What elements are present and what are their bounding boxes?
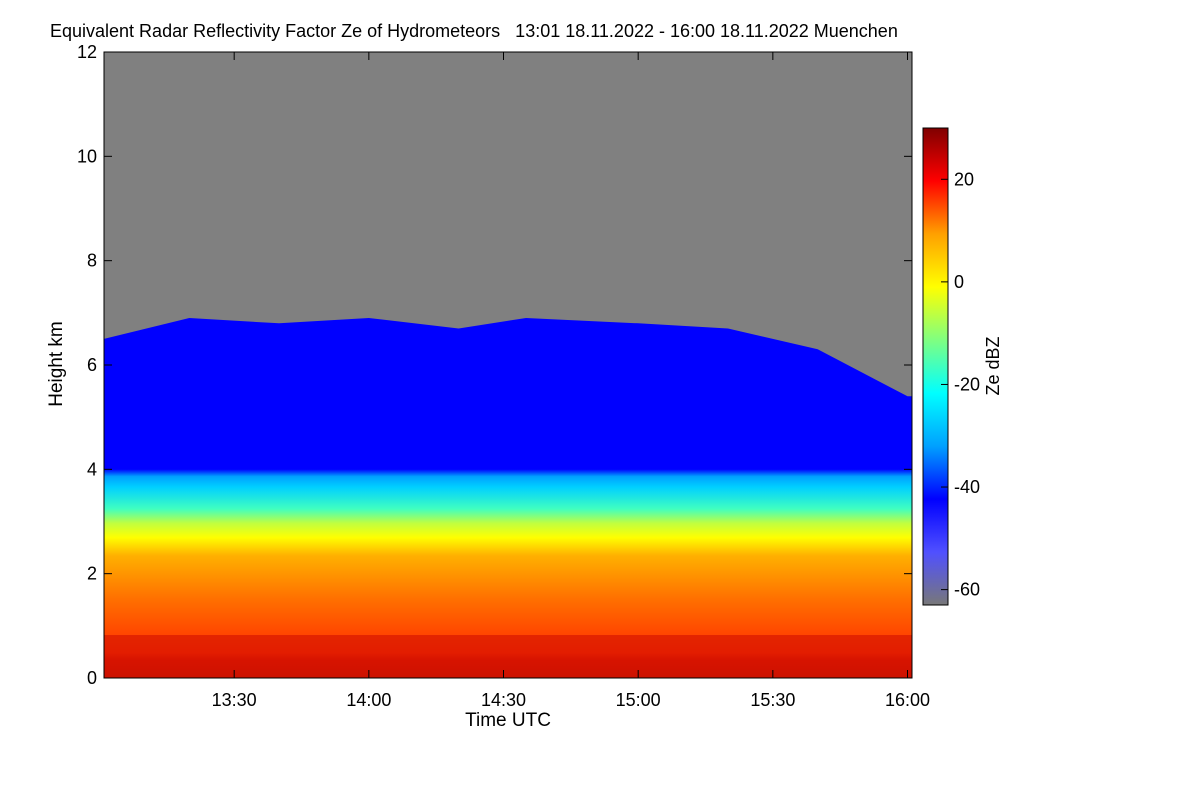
x-axis: 13:30 14:00 14:30 15:00 15:30 16:00 — [212, 52, 930, 710]
colorbar-ticks: -60 -40 -20 0 20 — [941, 169, 980, 600]
x-axis-label: Time UTC — [465, 710, 551, 731]
colorbar: -60 -40 -20 0 20 Ze dBZ — [922, 127, 1003, 606]
colorbar-tick-label: 20 — [954, 169, 974, 189]
colorbar-tick-label: -60 — [954, 580, 980, 600]
y-tick-label: 10 — [77, 146, 97, 166]
x-tick-label: 15:00 — [616, 690, 661, 710]
y-tick-label: 8 — [87, 251, 97, 271]
y-tick-label: 12 — [77, 42, 97, 62]
y-axis-label: Height km — [46, 321, 67, 407]
x-tick-label: 13:30 — [212, 690, 257, 710]
y-axis: 0 2 4 6 8 10 12 — [77, 42, 912, 688]
colorbar-scale — [922, 127, 949, 606]
plot-area — [103, 51, 913, 679]
x-tick-label: 15:30 — [750, 690, 795, 710]
colorbar-tick-label: -40 — [954, 477, 980, 497]
y-tick-label: 6 — [87, 355, 97, 375]
colorbar-tick-label: -20 — [954, 374, 980, 394]
x-tick-label: 14:00 — [346, 690, 391, 710]
colorbar-label: Ze dBZ — [983, 336, 1003, 395]
x-tick-label: 14:30 — [481, 690, 526, 710]
colorbar-tick-label: 0 — [954, 272, 964, 292]
y-tick-label: 0 — [87, 668, 97, 688]
y-tick-label: 2 — [87, 564, 97, 584]
cloud-echo-region — [104, 318, 912, 678]
chart-title: Equivalent Radar Reflectivity Factor Ze … — [50, 21, 898, 41]
surface-echo-band — [104, 635, 912, 678]
y-tick-label: 4 — [87, 459, 97, 479]
x-tick-label: 16:00 — [885, 690, 930, 710]
